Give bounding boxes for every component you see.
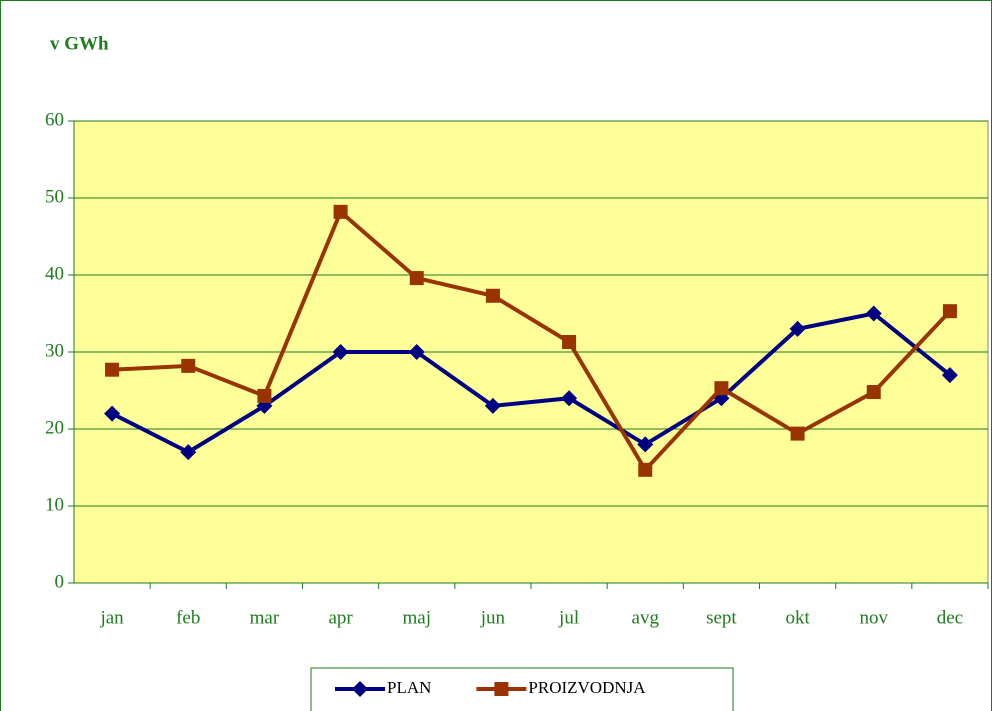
x-tick-label: sept [706, 607, 737, 628]
legend: PLAN PROIZVODNJA [310, 667, 734, 711]
y-tick-label: 20 [45, 417, 64, 438]
data-point [561, 390, 578, 407]
x-tick-label: okt [785, 607, 810, 628]
x-tick-label: nov [860, 607, 889, 628]
x-tick-label: feb [176, 607, 200, 628]
data-point [865, 305, 882, 322]
data-point [104, 405, 121, 422]
y-axis-label: v GWh [50, 33, 109, 54]
y-tick-label: 50 [45, 186, 64, 207]
y-tick-label: 40 [45, 263, 64, 284]
data-point [181, 358, 196, 373]
x-tick-label: avg [632, 607, 660, 628]
x-tick-label: mar [250, 607, 280, 628]
series-line [111, 208, 952, 474]
data-point [484, 397, 501, 414]
data-point [332, 344, 349, 360]
data-point [638, 462, 653, 477]
legend-label: PROIZVODNJA [528, 678, 646, 697]
y-tick-label: 60 [45, 109, 64, 130]
data-point [409, 271, 424, 286]
data-point [637, 436, 654, 453]
data-point [562, 334, 577, 349]
y-tick-label: 0 [55, 571, 65, 592]
data-point [941, 367, 958, 384]
data-point [714, 381, 729, 396]
x-tick-label: jan [99, 607, 124, 628]
data-point [790, 426, 805, 441]
x-tick-label: jul [558, 607, 579, 628]
data-point [942, 304, 957, 319]
data-point [408, 344, 425, 360]
y-tick-label: 30 [45, 340, 64, 361]
x-tick-label: dec [937, 607, 963, 628]
x-tick-label: apr [328, 607, 353, 628]
data-point [105, 362, 120, 377]
legend-marker [352, 681, 368, 697]
data-point [180, 444, 197, 461]
x-tick-label: jun [480, 607, 506, 628]
data-point [866, 385, 881, 400]
data-point [485, 288, 500, 303]
legend-label: PLAN [387, 678, 431, 697]
x-tick-label: maj [403, 607, 432, 628]
data-point [789, 320, 806, 337]
series-line [111, 311, 952, 455]
data-point [333, 204, 348, 219]
legend-marker [494, 682, 509, 696]
y-tick-label: 10 [45, 494, 64, 515]
data-point [257, 388, 272, 403]
